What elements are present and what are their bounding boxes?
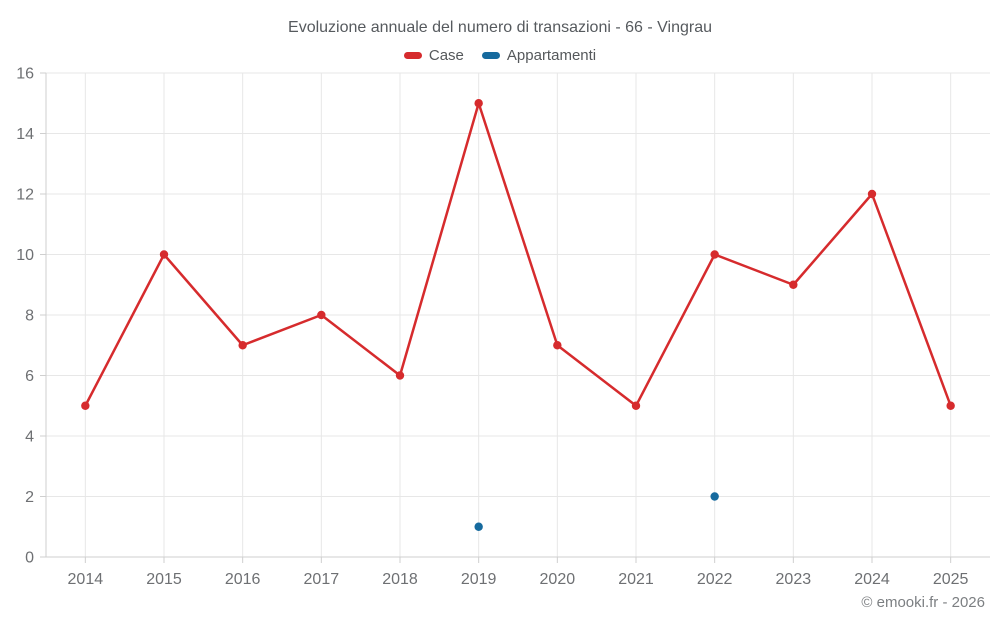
legend-label-case: Case: [428, 46, 464, 64]
legend-item-appartamenti[interactable]: Appartamenti: [481, 46, 597, 64]
x-tick-label: 2023: [776, 571, 812, 588]
series-line-case: [84, 102, 952, 407]
y-tick-label: 10: [16, 247, 34, 264]
data-point-case-2014[interactable]: [81, 401, 90, 410]
data-point-case-2018[interactable]: [395, 371, 405, 380]
data-point-case-2015[interactable]: [159, 250, 169, 259]
appartamenti-series-swatch-icon: [481, 51, 500, 59]
y-tick-label: 6: [25, 368, 34, 385]
chart-legend: Case Appartamenti: [0, 45, 1000, 65]
data-point-case-2020[interactable]: [553, 341, 562, 350]
x-tick-label: 2022: [697, 571, 733, 588]
x-tick-label: 2019: [461, 571, 497, 588]
x-tick-label: 2018: [382, 571, 418, 588]
y-tick-label: 14: [16, 126, 34, 143]
y-tick-label: 0: [25, 550, 34, 567]
y-tick-label: 8: [25, 308, 34, 325]
data-point-case-2017[interactable]: [317, 310, 326, 320]
case-series-swatch-icon: [403, 51, 422, 59]
x-tick-label: 2025: [933, 571, 969, 588]
data-point-case-2025[interactable]: [946, 401, 955, 410]
y-tick-label: 16: [16, 66, 34, 83]
x-tick-label: 2024: [854, 571, 890, 588]
data-point-appartamenti-2022[interactable]: [710, 492, 719, 501]
copyright-text: © emooki.fr - 2026: [861, 594, 985, 611]
legend-label-appartamenti: Appartamenti: [506, 46, 597, 64]
y-tick-label: 2: [25, 489, 34, 506]
x-tick-label: 2020: [540, 571, 576, 588]
data-point-case-2019[interactable]: [474, 99, 483, 108]
chart-title: Evoluzione annuale del numero di transaz…: [288, 19, 712, 36]
y-tick-label: 12: [16, 187, 34, 204]
legend-item-case[interactable]: Case: [403, 46, 464, 64]
x-tick-label: 2017: [304, 571, 340, 588]
data-point-case-2023[interactable]: [789, 280, 798, 289]
data-point-case-2016[interactable]: [238, 341, 247, 350]
x-tick-label: 2021: [618, 571, 654, 588]
x-tick-label: 2016: [225, 571, 261, 588]
data-point-appartamenti-2019[interactable]: [474, 522, 483, 531]
data-point-case-2024[interactable]: [867, 189, 877, 199]
x-tick-label: 2014: [68, 571, 104, 588]
y-tick-label: 4: [25, 429, 34, 446]
data-point-case-2021[interactable]: [631, 401, 641, 410]
data-point-case-2022[interactable]: [710, 250, 719, 259]
x-tick-label: 2015: [146, 571, 182, 588]
